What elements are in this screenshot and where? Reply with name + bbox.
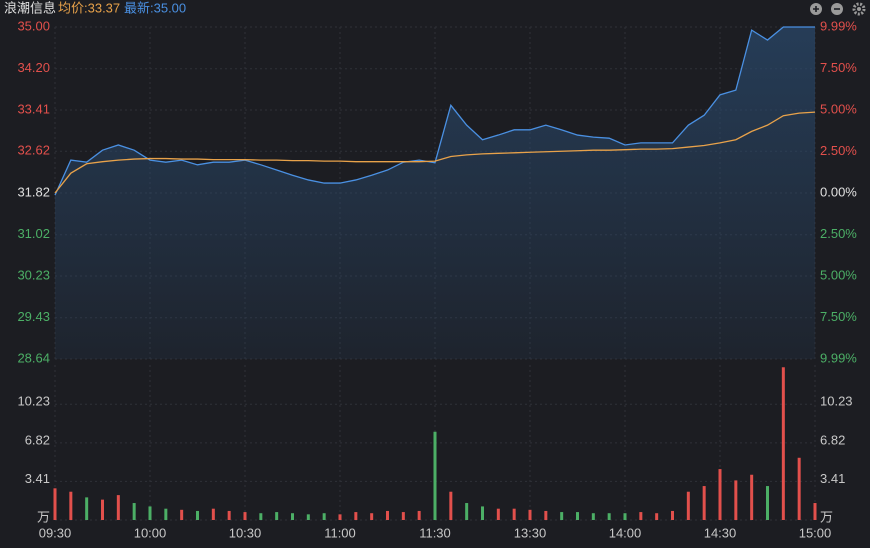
volume-bar [259,513,263,520]
x-tick-label: 09:30 [39,525,72,540]
volume-bar [148,506,152,520]
y-tick-label: 33.41 [17,101,50,116]
volume-bar [164,508,168,520]
volume-bar [196,510,199,520]
stock-name: 浪潮信息 [4,0,56,15]
volume-bar [607,513,611,520]
volume-bar [417,510,421,520]
volume-bar [781,367,785,520]
volume-tick-label: 10.23 [820,394,853,409]
volume-bar [338,514,342,520]
x-tick-label: 11:00 [324,525,356,540]
volume-bar [465,503,469,520]
average-label: 均价:33.37 [58,0,120,15]
y2-tick-label: 5.00% [820,101,857,116]
volume-tick-label: 3.41 [820,471,845,486]
x-tick-label: 14:30 [704,525,737,540]
volume-bar [291,513,294,520]
series-line [54,26,815,196]
y-tick-label: 31.82 [17,184,50,199]
volume-bar [544,510,548,520]
volume-bar [512,508,516,520]
volume-bar [750,474,754,520]
y-tick-label: 31.02 [17,226,50,241]
y2-tick-label: 9.99% [820,18,857,33]
volume-bar [227,510,231,520]
y-tick-label: 30.23 [17,267,50,282]
volume-bar [813,503,817,520]
volume-bar [180,509,184,520]
volume-bar [386,510,389,520]
volume-bar [354,512,358,520]
x-tick-label: 10:00 [134,525,167,540]
volume-bar [766,486,769,520]
volume-bar [797,457,801,520]
series-line [54,111,816,194]
volume-bar [306,514,310,520]
y2-tick-label: 7.50% [820,60,857,75]
volume-bar [69,491,73,520]
volume-bar [702,486,706,520]
y2-tick-label: 9.99% [820,350,857,365]
volume-bar [481,506,484,520]
x-tick-label: 15:00 [799,525,832,540]
y2-tick-label: 5.00% [820,268,857,283]
volume-bar [101,499,104,520]
volume-bar [275,512,279,520]
volume-tick-label: 万 [820,509,833,524]
price-area [55,27,815,359]
y2-tick-label: 0.00% [820,184,857,199]
y-tick-label: 28.64 [17,350,50,365]
y2-tick-label: 2.50% [820,143,857,158]
y2-tick-label: 2.50% [820,226,857,241]
y-tick-label: 34.20 [17,60,50,75]
volume-bar [449,491,453,520]
zoom-in[interactable] [810,3,822,15]
volume-bar [576,512,579,520]
volume-bar [370,513,374,520]
y-tick-label: 29.43 [17,309,50,324]
volume-bar [433,431,437,520]
zoom-out[interactable] [831,3,843,15]
volume-bar [53,488,57,520]
y-tick-label: 35.00 [17,18,50,33]
volume-bar [243,512,247,520]
volume-tick-label: 6.82 [25,432,50,447]
volume-bar [639,512,643,520]
volume-bar [528,509,532,520]
settings[interactable] [852,2,866,16]
volume-bar [211,508,215,520]
volume-bar [623,513,627,520]
volume-bar [496,508,500,520]
volume-bar [686,491,690,520]
latest-label: 最新:35.00 [124,0,186,15]
x-tick-label: 14:00 [609,525,642,540]
volume-bar [560,512,564,520]
volume-bar [655,513,659,520]
volume-bar [591,513,595,520]
volume-tick-label: 10.23 [17,394,50,409]
y-tick-label: 32.62 [17,143,50,158]
volume-bar [718,469,722,520]
x-tick-label: 13:30 [514,525,547,540]
volume-bar [401,512,405,520]
volume-tick-label: 6.82 [820,432,845,447]
volume-bar [671,510,674,520]
x-tick-label: 11:30 [419,525,451,540]
volume-tick-label: 万 [37,509,50,524]
volume-bar [85,497,89,520]
x-tick-label: 10:30 [229,525,262,540]
volume-bar [132,503,136,520]
volume-bar [734,480,738,520]
y2-tick-label: 7.50% [820,309,857,324]
volume-bar [322,513,326,520]
volume-bar [116,495,120,520]
volume-tick-label: 3.41 [25,471,50,486]
